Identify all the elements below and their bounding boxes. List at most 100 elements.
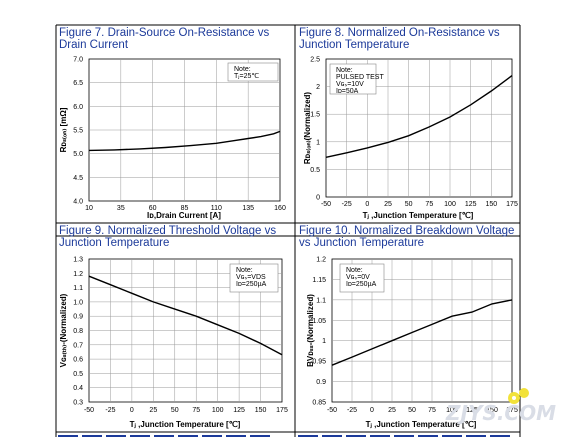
- y-tick-label: 0.85: [312, 400, 326, 407]
- x-tick-label: 25: [384, 201, 392, 208]
- y-tick-label: 1.0: [73, 299, 83, 306]
- y-tick-label: 0.3: [73, 400, 83, 407]
- x-tick-label: 125: [466, 407, 478, 414]
- x-axis-label: Iᴅ,Drain Current [A]: [147, 211, 221, 220]
- y-tick-label: 0.5: [310, 167, 320, 174]
- x-tick-label: 100: [446, 407, 458, 414]
- x-tick-label: 125: [233, 407, 245, 414]
- chart-panel-2: Figure 8. Normalized On-Resistance vsJun…: [299, 27, 518, 220]
- y-tick-label: 2.5: [310, 57, 320, 64]
- y-tick-label: 1.5: [310, 112, 320, 119]
- x-tick-label: 150: [255, 407, 267, 414]
- figure-title: Junction Temperature: [299, 39, 409, 51]
- x-tick-label: 175: [276, 407, 288, 414]
- x-tick-label: -50: [321, 201, 331, 208]
- x-tick-label: 150: [485, 201, 497, 208]
- y-tick-label: 4.0: [73, 199, 83, 206]
- x-tick-label: 0: [370, 407, 374, 414]
- note-text: Vɢₛ=VDS: [236, 274, 266, 281]
- x-tick-label: 175: [506, 407, 518, 414]
- x-tick-label: -25: [347, 407, 357, 414]
- y-tick-label: 7.0: [73, 57, 83, 64]
- x-tick-label: 110: [211, 205, 222, 212]
- y-tick-label: 1.2: [73, 271, 83, 278]
- watermark: ZJYS.COM: [445, 401, 556, 425]
- y-tick-label: 2: [316, 84, 320, 91]
- x-tick-label: 135: [242, 205, 254, 212]
- x-tick-label: 160: [274, 205, 286, 212]
- y-tick-label: 1.15: [312, 277, 326, 284]
- y-tick-label: 0.9: [73, 314, 83, 321]
- note-text: Iᴅ=250µA: [346, 281, 377, 288]
- x-tick-label: 0: [130, 407, 134, 414]
- y-tick-label: 1: [322, 338, 326, 345]
- table-grid-lines: [55, 24, 521, 437]
- figure-title: Figure 10. Normalized Breakdown Voltage: [299, 225, 514, 237]
- y-tick-label: 1.05: [312, 318, 326, 325]
- x-tick-label: 100: [212, 407, 224, 414]
- x-axis-label: Tⱼ ,Junction Temperature [℃]: [130, 420, 241, 429]
- x-tick-label: 75: [428, 407, 436, 414]
- y-tick-label: 1.1: [73, 285, 83, 292]
- note-text: Vɢₛ=10V: [336, 81, 364, 88]
- x-tick-label: 10: [85, 205, 93, 212]
- x-tick-label: 25: [149, 407, 157, 414]
- y-axis-label: Vɢₛ₍ₜₕ₎-(Normalized): [59, 293, 68, 367]
- y-tick-label: 5.0: [73, 151, 83, 158]
- note-text: Note:: [234, 66, 251, 73]
- chart-panel-3: Figure 9. Normalized Threshold Voltage v…: [59, 225, 288, 429]
- y-tick-label: 0.95: [312, 359, 326, 366]
- note-text: PULSED TEST: [336, 74, 384, 81]
- y-axis-label: Rᴅₛ₍ₒₙ₎(Normalized): [303, 92, 312, 165]
- note-text: Iᴅ=50A: [336, 88, 359, 95]
- y-tick-label: 6.5: [73, 80, 83, 87]
- x-tick-label: 85: [181, 205, 189, 212]
- series-line: [88, 130, 281, 152]
- note-text: Note:: [346, 267, 363, 274]
- x-tick-label: 75: [425, 201, 433, 208]
- x-tick-label: 25: [388, 407, 396, 414]
- note-box: [339, 263, 385, 293]
- y-axis-label: BVᴅₛₛ-(Normalized): [306, 294, 315, 367]
- figure-title: Figure 8. Normalized On-Resistance vs: [299, 27, 500, 39]
- note-text: Note:: [336, 67, 353, 74]
- x-tick-label: -50: [84, 407, 94, 414]
- note-box: [227, 62, 279, 82]
- x-tick-label: 100: [444, 201, 456, 208]
- figure-title: vs Junction Temperature: [299, 237, 424, 249]
- x-tick-label: 35: [117, 205, 125, 212]
- y-tick-label: 1.1: [316, 297, 326, 304]
- x-tick-label: -50: [327, 407, 337, 414]
- x-tick-label: 175: [506, 201, 518, 208]
- note-text: Iᴅ=250µA: [236, 281, 267, 288]
- note-box: [229, 263, 279, 293]
- x-tick-label: 75: [192, 407, 200, 414]
- x-tick-label: 150: [486, 407, 498, 414]
- x-axis-label: Tⱼ ,Junction Temperature [℃]: [366, 420, 477, 429]
- y-tick-label: 0.6: [73, 357, 83, 364]
- y-tick-label: 0.8: [73, 328, 83, 335]
- chart-panel-1: Figure 7. Drain-Source On-Resistance vsD…: [59, 27, 286, 220]
- series-line: [325, 75, 513, 158]
- figure-title: Junction Temperature: [59, 237, 169, 249]
- y-tick-label: 1.3: [73, 257, 83, 264]
- y-tick-label: 5.5: [73, 128, 83, 135]
- y-tick-label: 0.5: [73, 371, 83, 378]
- y-axis-label: Rᴅₛ₍ₒₙ₎ [mΩ]: [59, 107, 68, 152]
- x-tick-label: 125: [465, 201, 477, 208]
- x-tick-label: 50: [405, 201, 413, 208]
- y-tick-label: 4.5: [73, 175, 83, 182]
- figure-title: Figure 7. Drain-Source On-Resistance vs: [59, 27, 270, 39]
- y-tick-label: 0: [316, 195, 320, 202]
- y-tick-label: 6.0: [73, 104, 83, 111]
- figure-title: Drain Current: [59, 39, 129, 51]
- series-line: [331, 299, 513, 366]
- x-tick-label: 60: [149, 205, 157, 212]
- note-text: Tⱼ=25℃: [234, 73, 259, 80]
- figure-title: Figure 9. Normalized Threshold Voltage v…: [59, 225, 276, 237]
- note-text: Note:: [236, 267, 253, 274]
- x-tick-label: 0: [365, 201, 369, 208]
- note-text: Vɢₛ=0V: [346, 274, 370, 281]
- x-tick-label: -25: [342, 201, 352, 208]
- x-axis-label: Tⱼ ,Junction Temperature [℃]: [363, 211, 474, 220]
